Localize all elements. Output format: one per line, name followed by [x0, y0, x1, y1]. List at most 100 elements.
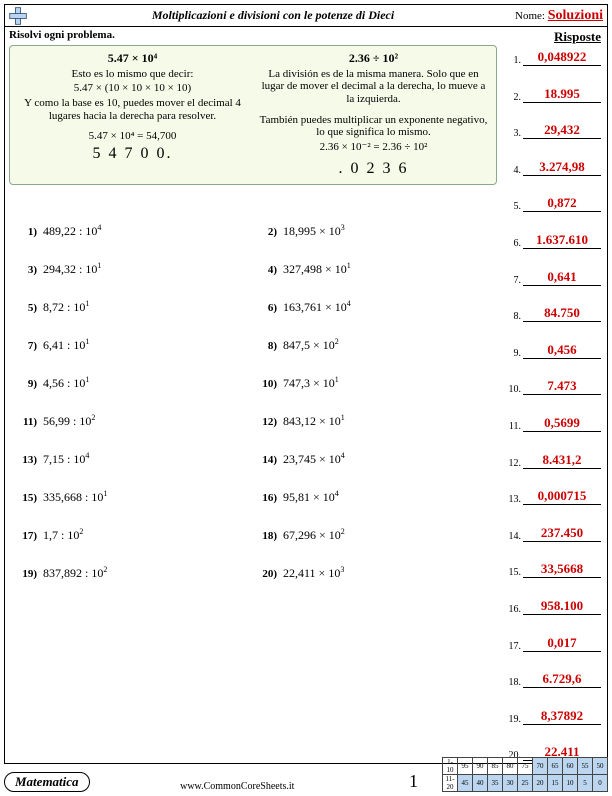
answer-value: 0,872 [523, 195, 601, 212]
answer-row: 7.0,641 [505, 269, 601, 286]
page-number: 1 [409, 771, 418, 792]
problem-cell: 18) 67,296 × 102 [251, 527, 491, 543]
answer-row: 16.958.100 [505, 598, 601, 615]
problem-cell: 15) 335,668 : 101 [11, 489, 251, 505]
problem-number: 11) [11, 416, 37, 428]
example-left-title: 5.47 × 10⁴ [16, 52, 249, 66]
problem-number: 17) [11, 530, 37, 542]
problem-cell: 8)847,5 × 102 [251, 337, 491, 353]
problem-number: 13) [11, 454, 37, 466]
answer-number: 14. [505, 531, 521, 542]
problem-cell: 10) 747,3 × 101 [251, 375, 491, 391]
worksheet-title: Moltiplicazioni e divisioni con le poten… [31, 8, 515, 23]
answer-number: 1. [505, 55, 521, 66]
answer-number: 9. [505, 348, 521, 359]
problem-expression: 4,56 : 101 [43, 375, 89, 391]
problem-expression: 23,745 × 104 [283, 451, 345, 467]
name-label: Nome: [515, 10, 545, 22]
problem-expression: 489,22 : 104 [43, 223, 101, 239]
problem-cell: 6)163,761 × 104 [251, 299, 491, 315]
answer-value: 0,641 [523, 269, 601, 286]
answer-row: 10.7.473 [505, 378, 601, 395]
example-right-l2: También puedes multiplicar un exponente … [257, 114, 490, 139]
score-label-2: 11-20 [443, 775, 458, 792]
problem-number: 12) [251, 416, 277, 428]
example-right-title: 2.36 ÷ 10² [257, 52, 490, 66]
problem-expression: 335,668 : 101 [43, 489, 107, 505]
answer-number: 11. [505, 421, 521, 432]
answer-number: 17. [505, 641, 521, 652]
problem-expression: 18,995 × 103 [283, 223, 345, 239]
problem-expression: 8,72 : 101 [43, 299, 89, 315]
answer-value: 33,5668 [523, 561, 601, 578]
solutions-label: Soluzioni [548, 8, 603, 23]
answer-row: 15.33,5668 [505, 561, 601, 578]
answer-value: 0,000715 [523, 488, 601, 505]
problem-number: 7) [11, 340, 37, 352]
answer-value: 237.450 [523, 525, 601, 542]
answer-row: 8.84.750 [505, 305, 601, 322]
problem-expression: 56,99 : 102 [43, 413, 95, 429]
answers-column: 1.0,0489222.18.9953.29,4324.3.274,985.0,… [505, 49, 601, 781]
problem-number: 6) [251, 302, 277, 314]
answer-value: 8.431,2 [523, 452, 601, 469]
problem-expression: 22,411 × 103 [283, 565, 344, 581]
score-grid: 1-10 95908580757065605550 11-20 45403530… [442, 757, 608, 792]
answer-row: 11.0,5699 [505, 415, 601, 432]
name-area: Nome: Soluzioni [515, 8, 607, 24]
problem-expression: 95,81 × 104 [283, 489, 339, 505]
worksheet-page: Moltiplicazioni e divisioni con le poten… [4, 4, 608, 764]
answer-number: 6. [505, 238, 521, 249]
answer-value: 958.100 [523, 598, 601, 615]
example-right-l1: La división es de la misma manera. Solo … [257, 68, 490, 106]
answer-row: 12.8.431,2 [505, 452, 601, 469]
answer-row: 9.0,456 [505, 342, 601, 359]
answer-row: 17.0,017 [505, 635, 601, 652]
site-url: www.CommonCoreSheets.it [90, 781, 385, 792]
example-left-demo: 5 4 7 0 0. [16, 145, 249, 163]
problem-cell: 20)22,411 × 103 [251, 565, 491, 581]
answer-number: 4. [505, 165, 521, 176]
problem-cell: 9)4,56 : 101 [11, 375, 251, 391]
answer-value: 0,048922 [523, 49, 601, 66]
problem-number: 3) [11, 264, 37, 276]
problem-expression: 843,12 × 101 [283, 413, 345, 429]
problem-number: 10) [251, 378, 277, 390]
problem-expression: 67,296 × 102 [283, 527, 345, 543]
problem-expression: 847,5 × 102 [283, 337, 339, 353]
problem-number: 18) [251, 530, 277, 542]
answer-value: 8,37892 [523, 708, 601, 725]
problem-expression: 837,892 : 102 [43, 565, 107, 581]
problem-cell: 14)23,745 × 104 [251, 451, 491, 467]
answer-number: 7. [505, 275, 521, 286]
answer-number: 12. [505, 458, 521, 469]
answer-value: 29,432 [523, 122, 601, 139]
example-right-demo: . 0 2 3 6 [257, 160, 490, 178]
problems-grid: 1)489,22 : 1042)18,995 × 1033)294,32 : 1… [11, 223, 491, 603]
problem-number: 15) [11, 492, 37, 504]
answer-value: 0,5699 [523, 415, 601, 432]
problem-cell: 3)294,32 : 101 [11, 261, 251, 277]
answers-heading: Risposte [554, 29, 601, 45]
answer-row: 4.3.274,98 [505, 159, 601, 176]
answer-row: 19.8,37892 [505, 708, 601, 725]
problem-cell: 7)6,41 : 101 [11, 337, 251, 353]
problem-number: 16) [251, 492, 277, 504]
problem-number: 2) [251, 226, 277, 238]
answer-number: 2. [505, 92, 521, 103]
instruction-text: Risolvi ogni problema. [5, 27, 607, 41]
problem-expression: 747,3 × 101 [283, 375, 339, 391]
answer-row: 13.0,000715 [505, 488, 601, 505]
answer-number: 19. [505, 714, 521, 725]
answer-value: 3.274,98 [523, 159, 601, 176]
answer-row: 2.18.995 [505, 86, 601, 103]
example-right-l3: 2.36 × 10⁻² = 2.36 ÷ 10² [257, 141, 490, 154]
answer-row: 6.1.637.610 [505, 232, 601, 249]
answer-row: 1.0,048922 [505, 49, 601, 66]
score-label-1: 1-10 [443, 758, 458, 775]
problem-cell: 17)1,7 : 102 [11, 527, 251, 543]
answer-number: 8. [505, 311, 521, 322]
problem-cell: 12) 843,12 × 101 [251, 413, 491, 429]
answer-value: 84.750 [523, 305, 601, 322]
answer-number: 10. [505, 384, 521, 395]
